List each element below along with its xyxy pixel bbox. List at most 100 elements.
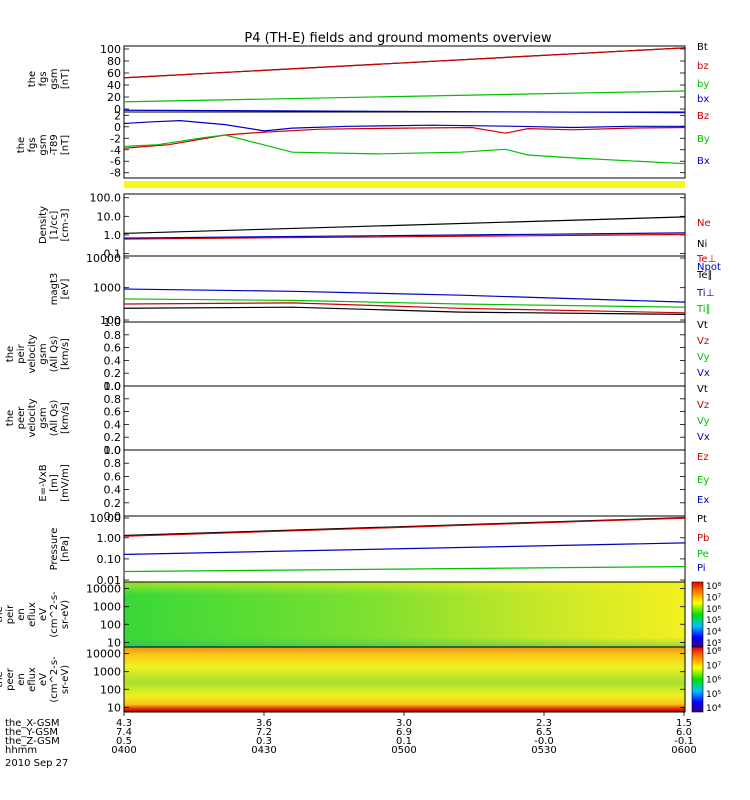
series-line-temperature-11 xyxy=(123,298,686,308)
y-axis-label-line: (cm^2-s- xyxy=(49,656,60,703)
panel-peer-spectrogram: 10⁸ 10⁷ 10⁶ 10⁵ 10⁴ 10000 1000 100 10 thepeerenef… xyxy=(0,646,721,714)
y-tick-label: 0.2 xyxy=(104,431,122,444)
legend-entry: by xyxy=(697,79,709,90)
y-tick-label: 100 xyxy=(100,683,121,696)
legend-entry: Ni xyxy=(697,239,707,250)
y-axis-label-line: eflux xyxy=(27,667,38,692)
panel-frame xyxy=(123,449,686,517)
colorbar-tick-label: 10⁴ xyxy=(706,704,721,714)
y-axis-label-line: velocity xyxy=(27,398,38,437)
y-axis-label-line: peer xyxy=(5,667,16,691)
y-axis-label-line: the xyxy=(5,346,16,362)
y-axis-label: E=-VxB[m][mV/m] xyxy=(38,464,71,502)
legend-entry: Vx xyxy=(697,368,710,379)
footer-value: 0530 xyxy=(531,745,556,756)
y-axis-label-line: [cm-3] xyxy=(60,208,71,241)
y-tick-label: 0.4 xyxy=(104,484,122,497)
footer-value: 0.5 xyxy=(116,736,132,747)
y-axis-label-line: [km/s] xyxy=(60,402,71,434)
colorbar-tick-label: 10⁷ xyxy=(706,661,721,671)
y-axis-label-line: -T89 xyxy=(49,134,60,156)
y-tick-label: 1.0 xyxy=(104,380,122,393)
legend-entry: Vy xyxy=(697,416,710,427)
y-axis-label-line: E=-VxB xyxy=(38,464,49,501)
y-axis-label-line: the xyxy=(16,137,27,153)
y-axis-label-line: en xyxy=(16,673,27,686)
y-axis-label-line: gsm xyxy=(38,407,49,428)
series-line-fgs-t89-4 xyxy=(123,126,686,149)
colorbar-gradient xyxy=(691,581,704,648)
y-axis-label-line: gsm xyxy=(38,134,49,155)
legend-entry: Ex xyxy=(697,495,709,506)
y-tick-label: 1.0 xyxy=(104,316,122,329)
y-tick-label: 100 xyxy=(100,43,121,56)
footer-value: 7.2 xyxy=(256,727,272,738)
y-tick-label: 0.0 xyxy=(104,380,122,393)
y-tick-label: 0 xyxy=(114,121,121,134)
legend-entry: Ey xyxy=(697,475,709,486)
legend-entry: Vz xyxy=(697,400,709,411)
y-axis-label-line: eV xyxy=(38,608,49,621)
colorbar-tick-label: 10⁷ xyxy=(706,593,721,603)
y-axis-label-line: gsm xyxy=(49,68,60,89)
y-tick-label: 10.0 xyxy=(97,210,122,223)
colorbar-tick-label: 10⁶ xyxy=(706,676,721,686)
panel-frame xyxy=(123,321,686,387)
y-axis-label: thepeervelocitygsm(All Qs)[km/s] xyxy=(5,398,71,437)
y-tick-label: 100 xyxy=(100,618,121,631)
legend-entry: Npot xyxy=(697,262,721,273)
y-tick-label: 10 xyxy=(107,636,121,649)
colorbar-tick-label: 10⁵ xyxy=(706,616,721,626)
legend-entry: Bz xyxy=(697,111,709,122)
y-axis-label-line: Pressure xyxy=(49,528,60,571)
colorbar-tick-label: 10⁵ xyxy=(706,690,721,700)
legend-entry: Ti∥ xyxy=(696,304,711,315)
y-axis-label-line: [1/cc] xyxy=(49,211,60,240)
y-axis-label-line: fgs xyxy=(38,71,49,86)
colorbar-tick-label: 10³ xyxy=(706,639,721,649)
series-line-fgs-3 xyxy=(123,109,686,114)
footer-value: 0500 xyxy=(391,745,416,756)
y-axis-label-line: [mV/m] xyxy=(60,464,71,502)
footer-value: 0430 xyxy=(251,745,276,756)
footer-date: 2010 Sep 27 xyxy=(5,758,68,769)
series-line-fgs-2 xyxy=(123,90,686,103)
y-axis-label-line: sr-eV) xyxy=(60,665,71,694)
y-tick-label: 0.2 xyxy=(104,497,122,510)
y-axis-label: magt3[eV] xyxy=(49,273,71,306)
y-axis-label-line: fgs xyxy=(27,137,38,152)
y-tick-label: 100.0 xyxy=(90,192,122,205)
y-tick-label: 0.2 xyxy=(104,367,122,380)
legend-entry: Vx xyxy=(697,432,710,443)
y-tick-label: 0.8 xyxy=(104,457,122,470)
y-tick-label: 10.00 xyxy=(90,512,122,525)
series-line-pressure-16 xyxy=(123,542,686,555)
footer-value: -0.1 xyxy=(674,736,694,747)
footer-value: 0.3 xyxy=(256,736,272,747)
series-line-fgs-1 xyxy=(123,47,686,79)
y-axis-label-line: magt3 xyxy=(49,273,60,306)
legend-entry: Te∥ xyxy=(696,270,713,281)
series-line-density-8 xyxy=(123,233,686,240)
colorbar-tick-label: 10⁸ xyxy=(706,647,721,657)
y-axis-label-line: sr-eV) xyxy=(60,600,71,629)
legend-entry: Pi xyxy=(697,563,706,574)
y-tick-label: 10000 xyxy=(86,648,121,661)
y-tick-label: 0.6 xyxy=(104,406,122,419)
y-tick-label: 2 xyxy=(114,109,121,122)
y-tick-label: 0.6 xyxy=(104,470,122,483)
y-tick-label: 100 xyxy=(100,314,121,327)
y-tick-label: 0.0 xyxy=(104,510,122,523)
y-tick-label: 0 xyxy=(114,103,121,116)
y-tick-label: 0.8 xyxy=(104,329,122,342)
y-tick-label: 1000 xyxy=(93,601,121,614)
y-tick-label: 0.0 xyxy=(104,444,122,457)
y-axis-label-line: the xyxy=(27,71,38,87)
footer-row-label: the_X-GSM xyxy=(5,718,59,729)
y-axis-label-line: [m] xyxy=(49,474,60,492)
legend-entry: Pe xyxy=(697,549,709,560)
